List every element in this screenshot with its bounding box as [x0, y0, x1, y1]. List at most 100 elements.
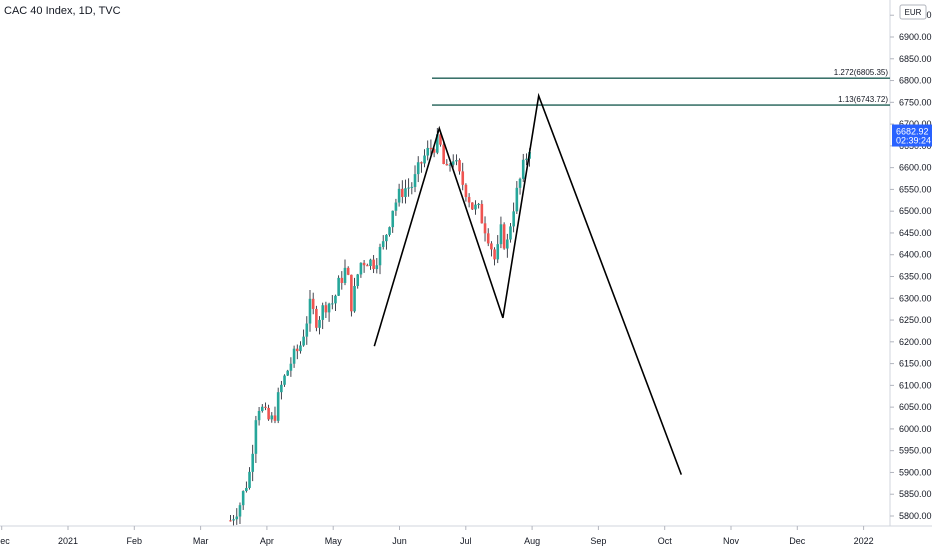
candle [378, 243, 382, 275]
candle-body [264, 406, 267, 408]
candle [461, 162, 465, 191]
candle-body [346, 267, 350, 275]
x-axis-ticks: Dec 2021 Feb Mar Apr May Jun Jul Aug Sep Oct Nov Dec… [0, 526, 874, 546]
y-tick-label: 5900.00 [899, 467, 932, 477]
pattern-polyline [373, 92, 683, 475]
candle-body [413, 174, 417, 187]
candle-body [426, 147, 430, 156]
candle [385, 234, 388, 250]
candle-body [509, 226, 512, 240]
candle-body [280, 384, 283, 393]
candle [340, 271, 344, 290]
candle-body [365, 265, 369, 267]
candle-body [260, 406, 264, 411]
candle-body [502, 224, 506, 249]
x-tick-label: Feb [127, 536, 143, 546]
candle [429, 139, 433, 157]
candle-body [490, 243, 493, 250]
candle-body [499, 224, 503, 245]
candle-body [315, 308, 318, 328]
candle [375, 258, 379, 274]
candle-body [295, 348, 299, 352]
candle-body [470, 202, 474, 210]
candle-body [451, 161, 455, 165]
y-tick-label: 6200.00 [899, 337, 932, 347]
candle-body [353, 285, 356, 312]
candle [391, 210, 395, 233]
candle [356, 273, 360, 289]
candle [394, 198, 398, 216]
y-tick-label: 6700.00 [899, 119, 932, 129]
candle-body [251, 453, 255, 472]
candle-body [302, 336, 305, 346]
candle-body [515, 187, 519, 212]
candle-body [429, 147, 433, 150]
candle-body [410, 186, 414, 188]
candle [321, 302, 325, 330]
y-tick-label: 6900.00 [899, 32, 932, 42]
candle [442, 141, 445, 165]
candle-body [467, 196, 471, 203]
candle-body [461, 171, 465, 185]
candle [292, 345, 296, 368]
countdown-label: 02:39:24 [896, 136, 931, 146]
y-tick-label: 6400.00 [899, 250, 932, 260]
candle-body [267, 407, 270, 420]
candle [295, 344, 299, 360]
y-tick-label: 6550.00 [899, 184, 932, 194]
candle [365, 263, 369, 267]
candle [464, 183, 468, 202]
candle-body [518, 178, 522, 188]
candle-body [480, 203, 484, 224]
candle [499, 216, 503, 249]
fib-levels: 1.272(6805.35) 1.13(6743.72) [432, 68, 890, 106]
candle [467, 193, 471, 208]
y-tick-label: 6800.00 [899, 76, 932, 86]
candle-body [483, 223, 487, 234]
x-tick-label: 2021 [58, 536, 78, 546]
candle-body [375, 265, 379, 270]
candle-body [420, 162, 423, 164]
candle [343, 259, 347, 286]
candle [502, 222, 506, 250]
candle-body [270, 415, 274, 420]
candle-body [305, 323, 309, 337]
candle [235, 508, 239, 525]
candle [474, 200, 477, 215]
candle [248, 467, 251, 490]
y-tick-label: 6250.00 [899, 315, 932, 325]
candle [311, 292, 315, 315]
candle [264, 402, 267, 411]
candle [483, 216, 487, 242]
candle [397, 183, 401, 207]
candle [302, 329, 305, 347]
candle-body [359, 262, 363, 275]
currency-label: EUR [905, 8, 922, 17]
y-axis-ticks: 6950.006900.006850.006800.006750.006700.… [890, 10, 932, 521]
x-tick-label: May [325, 536, 343, 546]
candle [337, 275, 340, 296]
candle-body [385, 234, 388, 242]
y-tick-label: 6500.00 [899, 206, 932, 216]
candle [260, 404, 264, 413]
x-tick-label: Nov [723, 536, 740, 546]
candle [400, 180, 404, 204]
candle [458, 158, 461, 175]
candle [362, 260, 366, 273]
candle-body [311, 298, 315, 309]
candle [525, 153, 528, 166]
x-tick-label: Oct [658, 536, 673, 546]
current-price-label: 6682.92 [896, 127, 929, 137]
candle [350, 274, 353, 317]
candle-body [330, 303, 334, 305]
current-price-tag [892, 124, 932, 147]
candle-body [372, 259, 375, 270]
candle-body [493, 249, 496, 260]
pattern-lines [373, 92, 683, 475]
candle-body [388, 227, 391, 235]
candle [238, 502, 242, 525]
fib-level-label: 1.272(6805.35) [834, 68, 889, 77]
y-tick-label: 5950.00 [899, 446, 932, 456]
candle [435, 127, 439, 155]
